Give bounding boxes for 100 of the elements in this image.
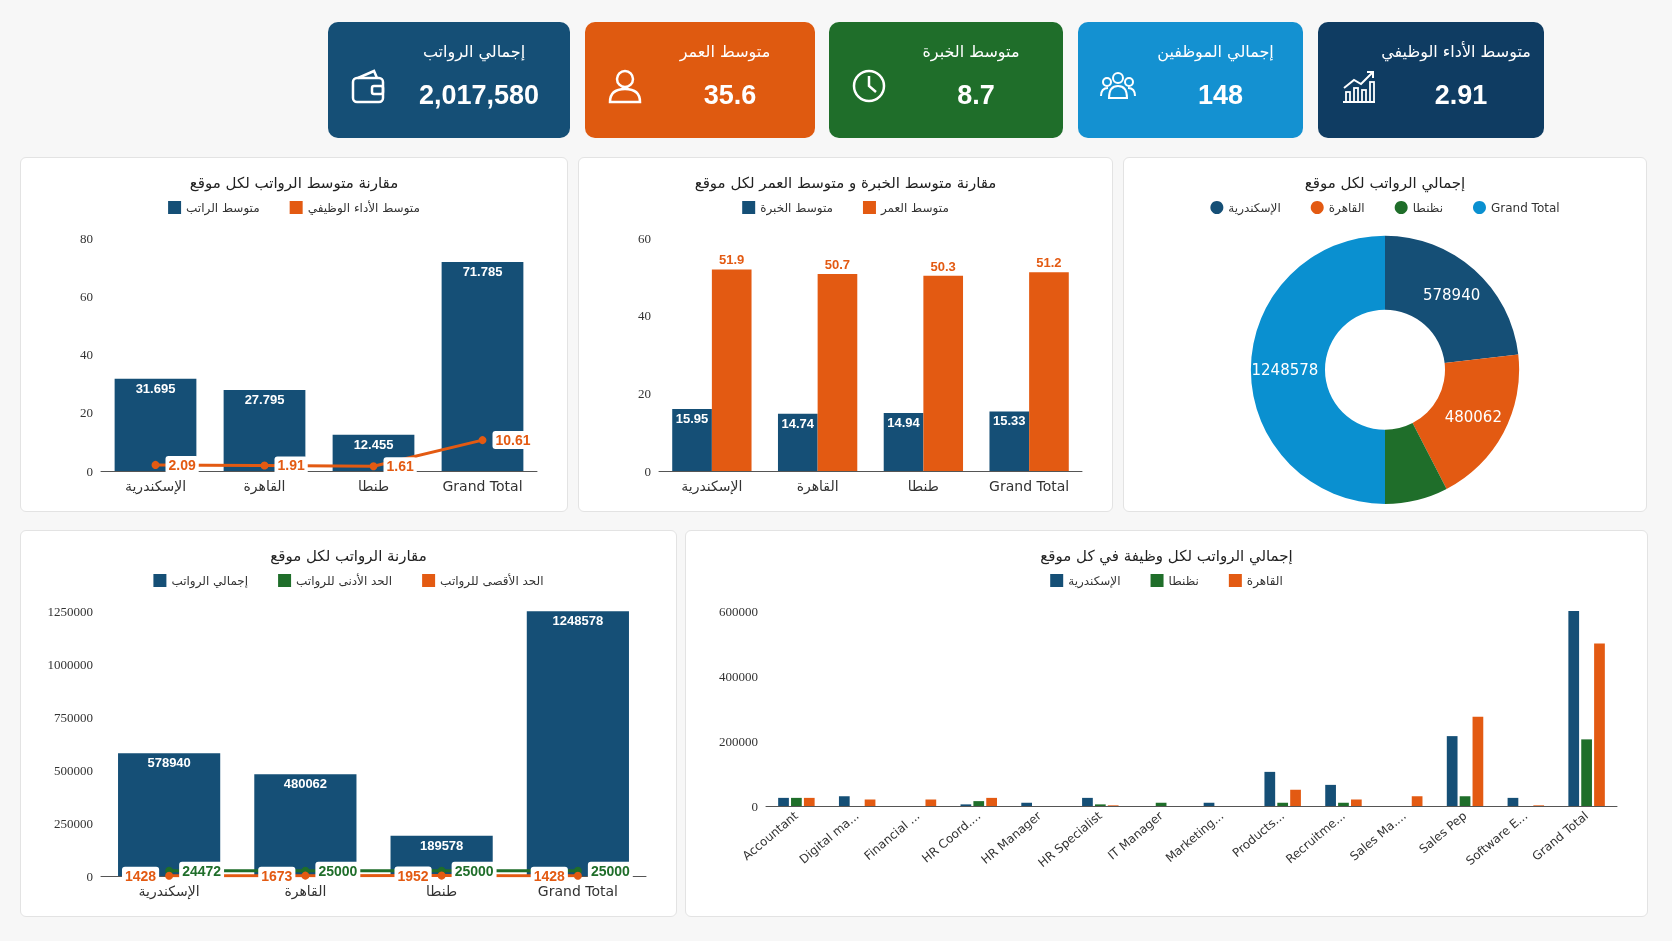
data-label: 578940 bbox=[1422, 286, 1481, 305]
data-label: 15.95 bbox=[675, 411, 709, 427]
data-label: 1673 bbox=[261, 867, 293, 884]
bar bbox=[223, 390, 306, 471]
y-tick-label: 0 bbox=[86, 463, 93, 479]
bar bbox=[1411, 796, 1423, 806]
bar bbox=[1277, 802, 1289, 806]
bar bbox=[777, 413, 818, 471]
bar bbox=[1472, 716, 1484, 806]
y-tick-label: 200000 bbox=[719, 733, 758, 749]
bar bbox=[1507, 797, 1519, 806]
data-label: 25000 bbox=[318, 862, 358, 879]
data-label: 1.91 bbox=[277, 457, 305, 474]
chart-title: مقارنة متوسط الرواتب لكل موقع bbox=[189, 173, 399, 192]
bar bbox=[1021, 802, 1033, 806]
point bbox=[478, 436, 487, 445]
bar bbox=[1594, 643, 1605, 806]
y-tick-label: 750000 bbox=[54, 709, 93, 725]
bar bbox=[1338, 802, 1349, 806]
data-label: 12.455 bbox=[353, 436, 394, 452]
x-tick-label: Grand Total bbox=[537, 883, 618, 899]
data-label: 480062 bbox=[283, 776, 328, 792]
category-label: متوسط العمر bbox=[678, 42, 772, 61]
y-tick-label: 600000 bbox=[719, 603, 758, 619]
chart-title: إجمالي الرواتب لكل وظيفة في كل موقع bbox=[1040, 546, 1293, 566]
bar bbox=[923, 275, 964, 471]
bar bbox=[778, 797, 789, 806]
bar bbox=[1568, 611, 1580, 806]
bar bbox=[803, 797, 815, 806]
data-label: 1248578 bbox=[1251, 360, 1319, 379]
legend-label: متوسط الأداء الوظيفي bbox=[307, 199, 420, 216]
y-tick-label: 40 bbox=[80, 347, 93, 362]
y-tick-label: 1000000 bbox=[47, 656, 93, 672]
y-tick-label: 0 bbox=[644, 463, 651, 479]
legend-label: القاهرة bbox=[1328, 200, 1365, 216]
bar bbox=[1459, 796, 1471, 806]
bar bbox=[883, 412, 924, 471]
text: 2.91 bbox=[1434, 80, 1488, 110]
chart-title: إجمالي الرواتب لكل موقع bbox=[1304, 173, 1466, 193]
text: 8.7 bbox=[957, 80, 995, 110]
data-label: 189578 bbox=[419, 837, 464, 853]
legend-label: الإسكندرية bbox=[1068, 573, 1121, 589]
data-label: 25000 bbox=[590, 862, 631, 879]
bar bbox=[1082, 797, 1093, 806]
bar bbox=[1290, 789, 1301, 806]
legend-label: متوسط الخبرة bbox=[760, 200, 833, 216]
x-tick-label: طنطا bbox=[357, 478, 390, 494]
legend-label: القاهرة bbox=[1246, 573, 1283, 589]
y-tick-label: 0 bbox=[751, 798, 758, 814]
legend-label: الإسكندرية bbox=[1228, 200, 1281, 216]
x-tick-label: الإسكندرية bbox=[124, 478, 187, 495]
data-label: 25000 bbox=[454, 862, 494, 879]
bar bbox=[925, 799, 937, 806]
y-tick-label: 20 bbox=[638, 385, 651, 401]
x-tick-label: القاهرة bbox=[243, 478, 286, 495]
y-tick-label: 20 bbox=[80, 405, 93, 421]
data-label: 24472 bbox=[182, 862, 222, 879]
x-tick-label: طنطا bbox=[907, 478, 939, 494]
data-label: 15.33 bbox=[993, 413, 1026, 429]
point bbox=[151, 460, 160, 469]
y-tick-label: 60 bbox=[638, 230, 651, 246]
data-label: 51.2 bbox=[1036, 255, 1062, 271]
bar bbox=[1350, 799, 1362, 806]
legend-label: إجمالي الرواتب bbox=[171, 573, 249, 589]
bar bbox=[986, 797, 997, 806]
bar bbox=[1264, 771, 1276, 806]
y-tick-label: 400000 bbox=[719, 668, 758, 684]
data-label: 1952 bbox=[397, 867, 429, 884]
bar bbox=[791, 797, 802, 806]
legend-label: نظنطا bbox=[1412, 200, 1443, 215]
text: 2,017,580 bbox=[418, 80, 540, 110]
bar bbox=[973, 801, 985, 806]
text: 35.6 bbox=[703, 80, 757, 110]
legend-label: Grand Total bbox=[1490, 200, 1560, 215]
data-label: 2.09 bbox=[168, 456, 196, 473]
data-label: 50.3 bbox=[930, 258, 956, 274]
y-tick-label: 60 bbox=[80, 288, 93, 304]
y-tick-label: 0 bbox=[86, 868, 93, 884]
category-label: متوسط الأداء الوظيفي bbox=[1380, 42, 1532, 61]
data-label: 480062 bbox=[1444, 407, 1502, 426]
x-tick-label: Grand Total bbox=[989, 478, 1070, 494]
category-label: إجمالي الموظفين bbox=[1156, 42, 1275, 61]
chart-title: مقارنة الرواتب لكل موقع bbox=[270, 546, 427, 565]
y-tick-label: 80 bbox=[80, 230, 93, 246]
data-label: 14.94 bbox=[887, 414, 921, 430]
bar bbox=[1581, 739, 1592, 806]
x-tick-label: Grand Total bbox=[442, 478, 523, 494]
chart-title: مقارنة متوسط الخبرة و متوسط العمر لكل موقع bbox=[694, 173, 997, 192]
y-tick-label: 250000 bbox=[54, 815, 93, 831]
point bbox=[260, 461, 269, 470]
bar bbox=[989, 411, 1030, 471]
legend-label: متوسط العمر bbox=[879, 200, 949, 216]
data-label: 71.785 bbox=[462, 263, 503, 279]
bar bbox=[838, 796, 850, 806]
bar bbox=[114, 378, 197, 471]
bar bbox=[1325, 784, 1336, 806]
x-tick-label: طنطا bbox=[426, 883, 458, 899]
legend-label: متوسط الراتب bbox=[186, 200, 260, 216]
data-label: 10.61 bbox=[495, 432, 531, 449]
y-tick-label: 500000 bbox=[54, 762, 93, 778]
